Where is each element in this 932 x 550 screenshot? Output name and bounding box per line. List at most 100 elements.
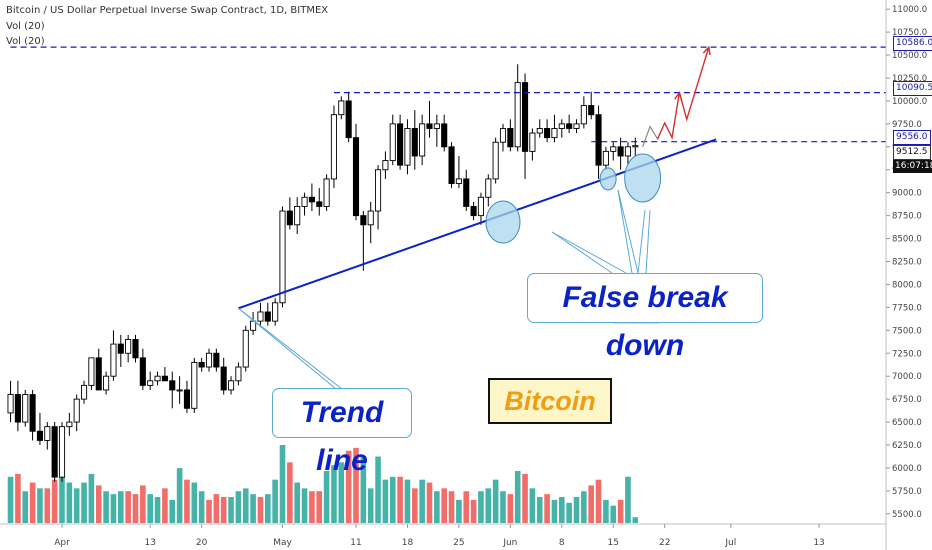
- bear-candle-body: [507, 128, 514, 148]
- volume-indicator-label-2[interactable]: Vol (20): [6, 36, 45, 47]
- bull-candle-body: [22, 394, 29, 423]
- time-tick-label: 8: [559, 538, 565, 548]
- price-tick-label: 5750.0: [892, 487, 922, 497]
- volume-bar: [397, 476, 403, 523]
- candle: [147, 371, 154, 390]
- candle: [154, 371, 161, 386]
- time-tick-label: 22: [659, 538, 670, 548]
- volume-bar: [294, 482, 300, 523]
- candle: [602, 146, 609, 170]
- candle: [66, 412, 73, 436]
- candle: [382, 151, 389, 179]
- price-tick-label: 7750.0: [892, 303, 922, 313]
- bull-candle-body: [375, 169, 382, 212]
- candle: [624, 142, 631, 166]
- bull-candle-body: [294, 205, 301, 226]
- volume-bar: [88, 473, 95, 523]
- candle: [301, 192, 308, 216]
- candle: [507, 119, 514, 152]
- candle: [352, 123, 360, 221]
- candle: [139, 348, 146, 390]
- candle: [227, 376, 235, 395]
- time-tick-label: Apr: [54, 538, 70, 548]
- candle: [632, 137, 639, 156]
- volume-bar: [287, 462, 293, 523]
- candle: [580, 96, 587, 129]
- candle-series: [7, 64, 639, 482]
- candle: [485, 174, 492, 207]
- volume-bar: [441, 488, 447, 523]
- volume-bar: [404, 479, 411, 523]
- false-break-pointer: [617, 189, 633, 274]
- bear-candle-body: [426, 123, 433, 129]
- bull-candle-body: [191, 361, 198, 409]
- trend-callout-pointer: [238, 307, 350, 390]
- price-tick-label: 11000.0: [892, 5, 927, 15]
- bull-candle-body: [580, 105, 587, 125]
- candle: [14, 380, 21, 432]
- volume-bar: [220, 497, 227, 523]
- volume-bar: [154, 497, 161, 523]
- bull-candle-body: [235, 366, 242, 382]
- volume-bar: [257, 497, 264, 523]
- last-price-badge: 9512.5: [893, 145, 931, 160]
- candle: [492, 137, 499, 184]
- candle: [22, 389, 29, 427]
- bear-candle-body: [470, 205, 477, 217]
- time-tick-label: 13: [144, 538, 155, 548]
- volume-bar: [51, 479, 58, 523]
- volume-bar: [514, 471, 521, 523]
- volume-bar: [367, 488, 374, 523]
- volume-bar: [213, 494, 220, 523]
- time-tick-label: 11: [350, 538, 361, 548]
- volume-bar: [316, 491, 323, 523]
- candle: [338, 96, 345, 120]
- price-tick-label: 6750.0: [892, 395, 922, 405]
- volume-bar: [529, 488, 536, 523]
- bull-candle-body: [624, 146, 631, 157]
- bear-candle-body: [264, 311, 271, 322]
- volume-bar: [125, 491, 131, 523]
- bull-candle-body: [66, 421, 73, 428]
- trend-callout-pointer: [238, 307, 343, 390]
- bull-candle-body: [433, 123, 440, 129]
- volume-bar: [338, 462, 345, 523]
- volume-bar: [309, 491, 315, 523]
- volume-bar: [132, 494, 139, 523]
- candle: [536, 119, 543, 138]
- volume-bar: [242, 488, 249, 523]
- volume-bar: [29, 482, 36, 523]
- volume-bar: [382, 479, 389, 523]
- volume-bar: [66, 482, 73, 523]
- time-tick-label: 18: [402, 538, 414, 548]
- bull-candle-body: [301, 196, 308, 207]
- candle: [595, 105, 602, 179]
- volume-bar: [301, 488, 308, 523]
- bull-candle-body: [558, 123, 565, 129]
- volume-bar: [559, 497, 565, 523]
- bull-candle-body: [125, 339, 132, 354]
- volume-bar: [184, 479, 190, 523]
- volume-bar: [522, 473, 528, 523]
- bull-candle-body: [367, 210, 374, 226]
- bull-candle-body: [176, 389, 183, 392]
- candle: [588, 91, 595, 120]
- candle: [29, 389, 36, 441]
- bull-candle-body: [573, 123, 580, 129]
- candle: [191, 357, 198, 413]
- price-tick-label: 6500.0: [892, 418, 922, 428]
- bull-candle-body: [154, 375, 161, 382]
- candle: [470, 201, 477, 221]
- bull-candle-body: [110, 343, 117, 377]
- volume-bar: [323, 471, 330, 523]
- candle: [125, 334, 132, 363]
- volume-indicator-label[interactable]: Vol (20): [6, 21, 45, 32]
- candle: [51, 422, 58, 482]
- candle: [279, 206, 286, 308]
- bull-candle-body: [610, 146, 617, 152]
- volume-bar: [22, 491, 29, 523]
- false-break-ellipse: [624, 153, 662, 203]
- volume-bar: [110, 494, 117, 523]
- bear-candle-body: [220, 366, 227, 391]
